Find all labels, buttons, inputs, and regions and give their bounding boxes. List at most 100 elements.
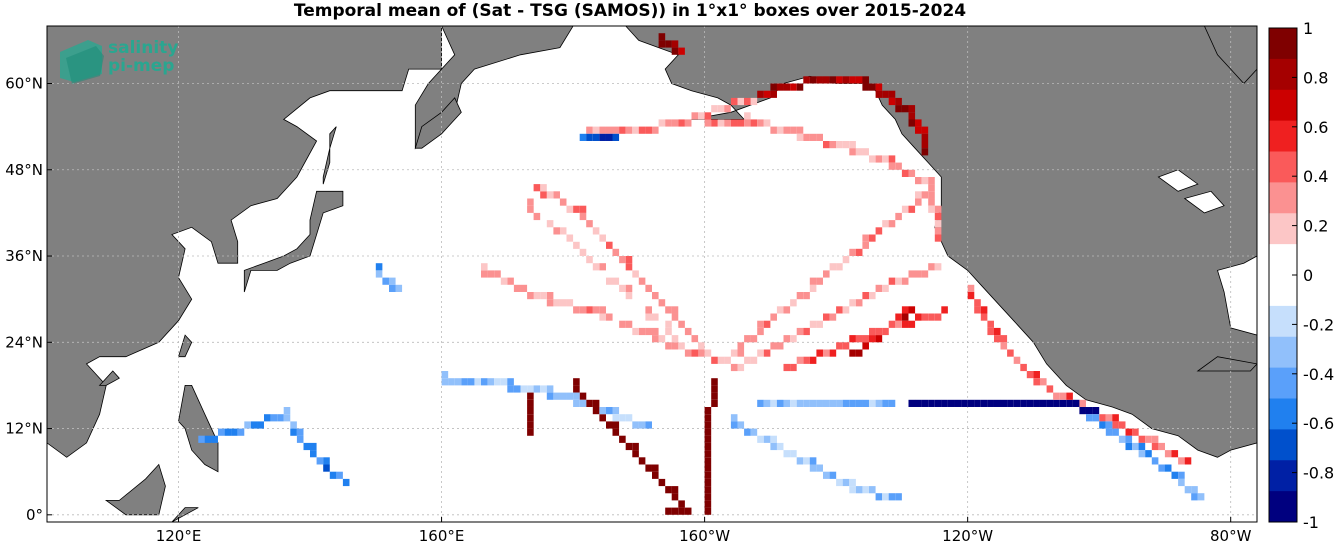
data-cell [527,392,534,400]
data-cell [632,270,639,278]
data-cell [744,97,751,106]
data-cell [783,363,791,372]
data-cell [1059,392,1067,400]
data-cell [836,306,843,314]
data-cell [730,119,738,127]
data-cell [994,327,1001,336]
data-cell [875,227,883,235]
data-cell [744,356,751,364]
data-cell [573,385,580,393]
data-cell [619,126,626,134]
data-cell [796,356,804,364]
data-cell [612,126,620,134]
data-cell [770,313,777,321]
data-cell [527,414,534,422]
lake-0 [1157,169,1199,192]
data-cell [619,284,626,292]
data-cell [652,313,659,321]
data-cell [869,83,876,91]
data-cell [691,349,699,357]
data-cell [586,133,593,141]
data-cell [737,97,745,106]
data-cell [1033,378,1040,386]
data-cell [211,435,218,443]
data-cell [869,292,876,300]
data-cell [888,320,896,328]
x-tick-label: 160°E [419,527,465,544]
data-cell [619,435,626,443]
data-cell [796,83,804,91]
data-cell [921,270,929,278]
data-cell [592,263,600,271]
data-cell [928,184,935,192]
data-cell [855,148,863,156]
data-cell [612,248,620,256]
data-cell [579,248,587,256]
data-cell [796,133,804,141]
data-cell [467,378,475,386]
colorbar-tick-label: -0.4 [1303,365,1334,384]
data-cell [606,133,613,141]
y-tick-label: 36°N [5,247,43,265]
data-cell [619,414,626,422]
data-cell [711,378,718,386]
lake-1 [1183,190,1225,214]
data-cell [244,421,251,429]
data-cell [776,83,784,91]
data-cell [921,148,929,156]
data-cell [803,457,810,465]
data-cell [961,399,968,407]
data-cell [928,399,935,407]
data-cell [704,119,712,127]
data-cell [546,220,554,228]
data-cell [908,205,916,213]
colorbar-swatch [1269,244,1297,276]
data-cell [1066,399,1073,407]
data-cell [895,493,902,501]
data-cell [533,385,541,393]
data-cell [1184,457,1192,465]
data-cell [842,76,850,84]
data-cell [592,126,600,134]
data-cell [500,277,508,285]
data-cell [915,177,922,185]
colorbar: 1 0.8 0.6 0.4 0.2 0 -0.2 -0.4 -0.6 -0.8 -1 [1268,19,1334,532]
data-cell [908,306,916,314]
data-cell [757,90,764,98]
data-cell [974,299,981,307]
data-cell [757,119,764,127]
data-cell [836,399,843,407]
data-cell [855,349,863,357]
data-cell [882,155,889,163]
data-cell [895,313,902,321]
data-cell [875,399,883,407]
data-cell [882,493,889,501]
data-cell [586,306,593,314]
y-tick-label: 0° [26,506,43,524]
data-cell [1053,399,1060,407]
data-cell [592,399,600,407]
data-cell [395,284,403,292]
data-cell [1086,414,1093,422]
data-cell [724,105,731,113]
data-cell [592,227,600,235]
colorbar-tick-label: 0.6 [1303,118,1328,137]
data-cell [947,399,955,407]
asia-land [47,26,574,458]
data-cell [198,435,205,443]
data-cell [704,486,712,494]
data-cell [632,450,639,458]
x-tick-label: 160°W [679,527,730,544]
data-cell [1138,450,1146,458]
colorbar-tick-label: 0 [1303,266,1313,285]
colorbar-tick-label: -0.2 [1303,315,1334,334]
data-cell [823,399,830,407]
data-cell [921,313,929,321]
data-cell [1099,414,1106,422]
data-cell [862,83,869,91]
data-cell [895,162,902,170]
data-cell [1020,399,1027,407]
data-cell [823,76,830,84]
data-cell [829,471,837,479]
data-cell [612,428,620,436]
